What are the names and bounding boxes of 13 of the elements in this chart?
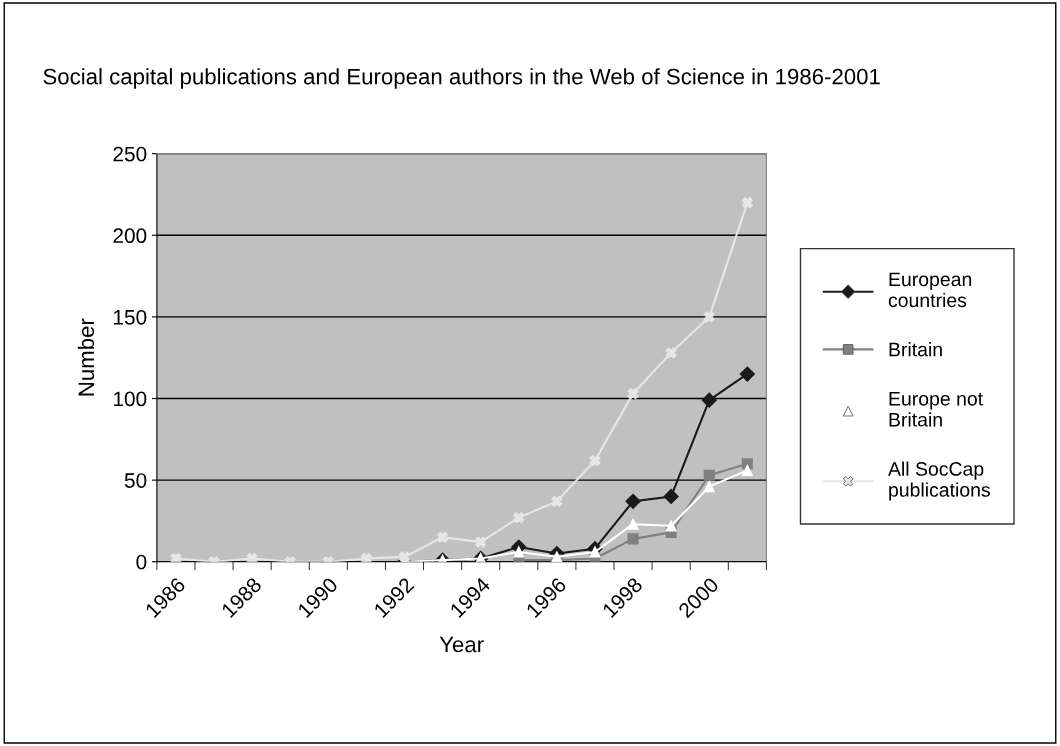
legend-label: Britain xyxy=(889,342,942,357)
y-tick-label: 150 xyxy=(113,309,147,325)
y-axis-title: Number xyxy=(77,318,95,396)
y-tick-label: 100 xyxy=(113,391,147,407)
y-tick-label: 250 xyxy=(113,146,147,162)
y-tick-label: 200 xyxy=(113,228,147,244)
legend-label: European countries xyxy=(888,272,972,308)
chart-title: Social capital publications and European authors in the Web of Science in 1986-2001 xyxy=(43,68,880,89)
y-tick-label: 0 xyxy=(136,554,147,570)
y-tick-label: 50 xyxy=(124,473,147,488)
legend-label: Europe not Britain xyxy=(889,392,983,427)
legend-label: All SocCap publications xyxy=(888,461,990,501)
x-axis-title: Year xyxy=(439,636,484,653)
